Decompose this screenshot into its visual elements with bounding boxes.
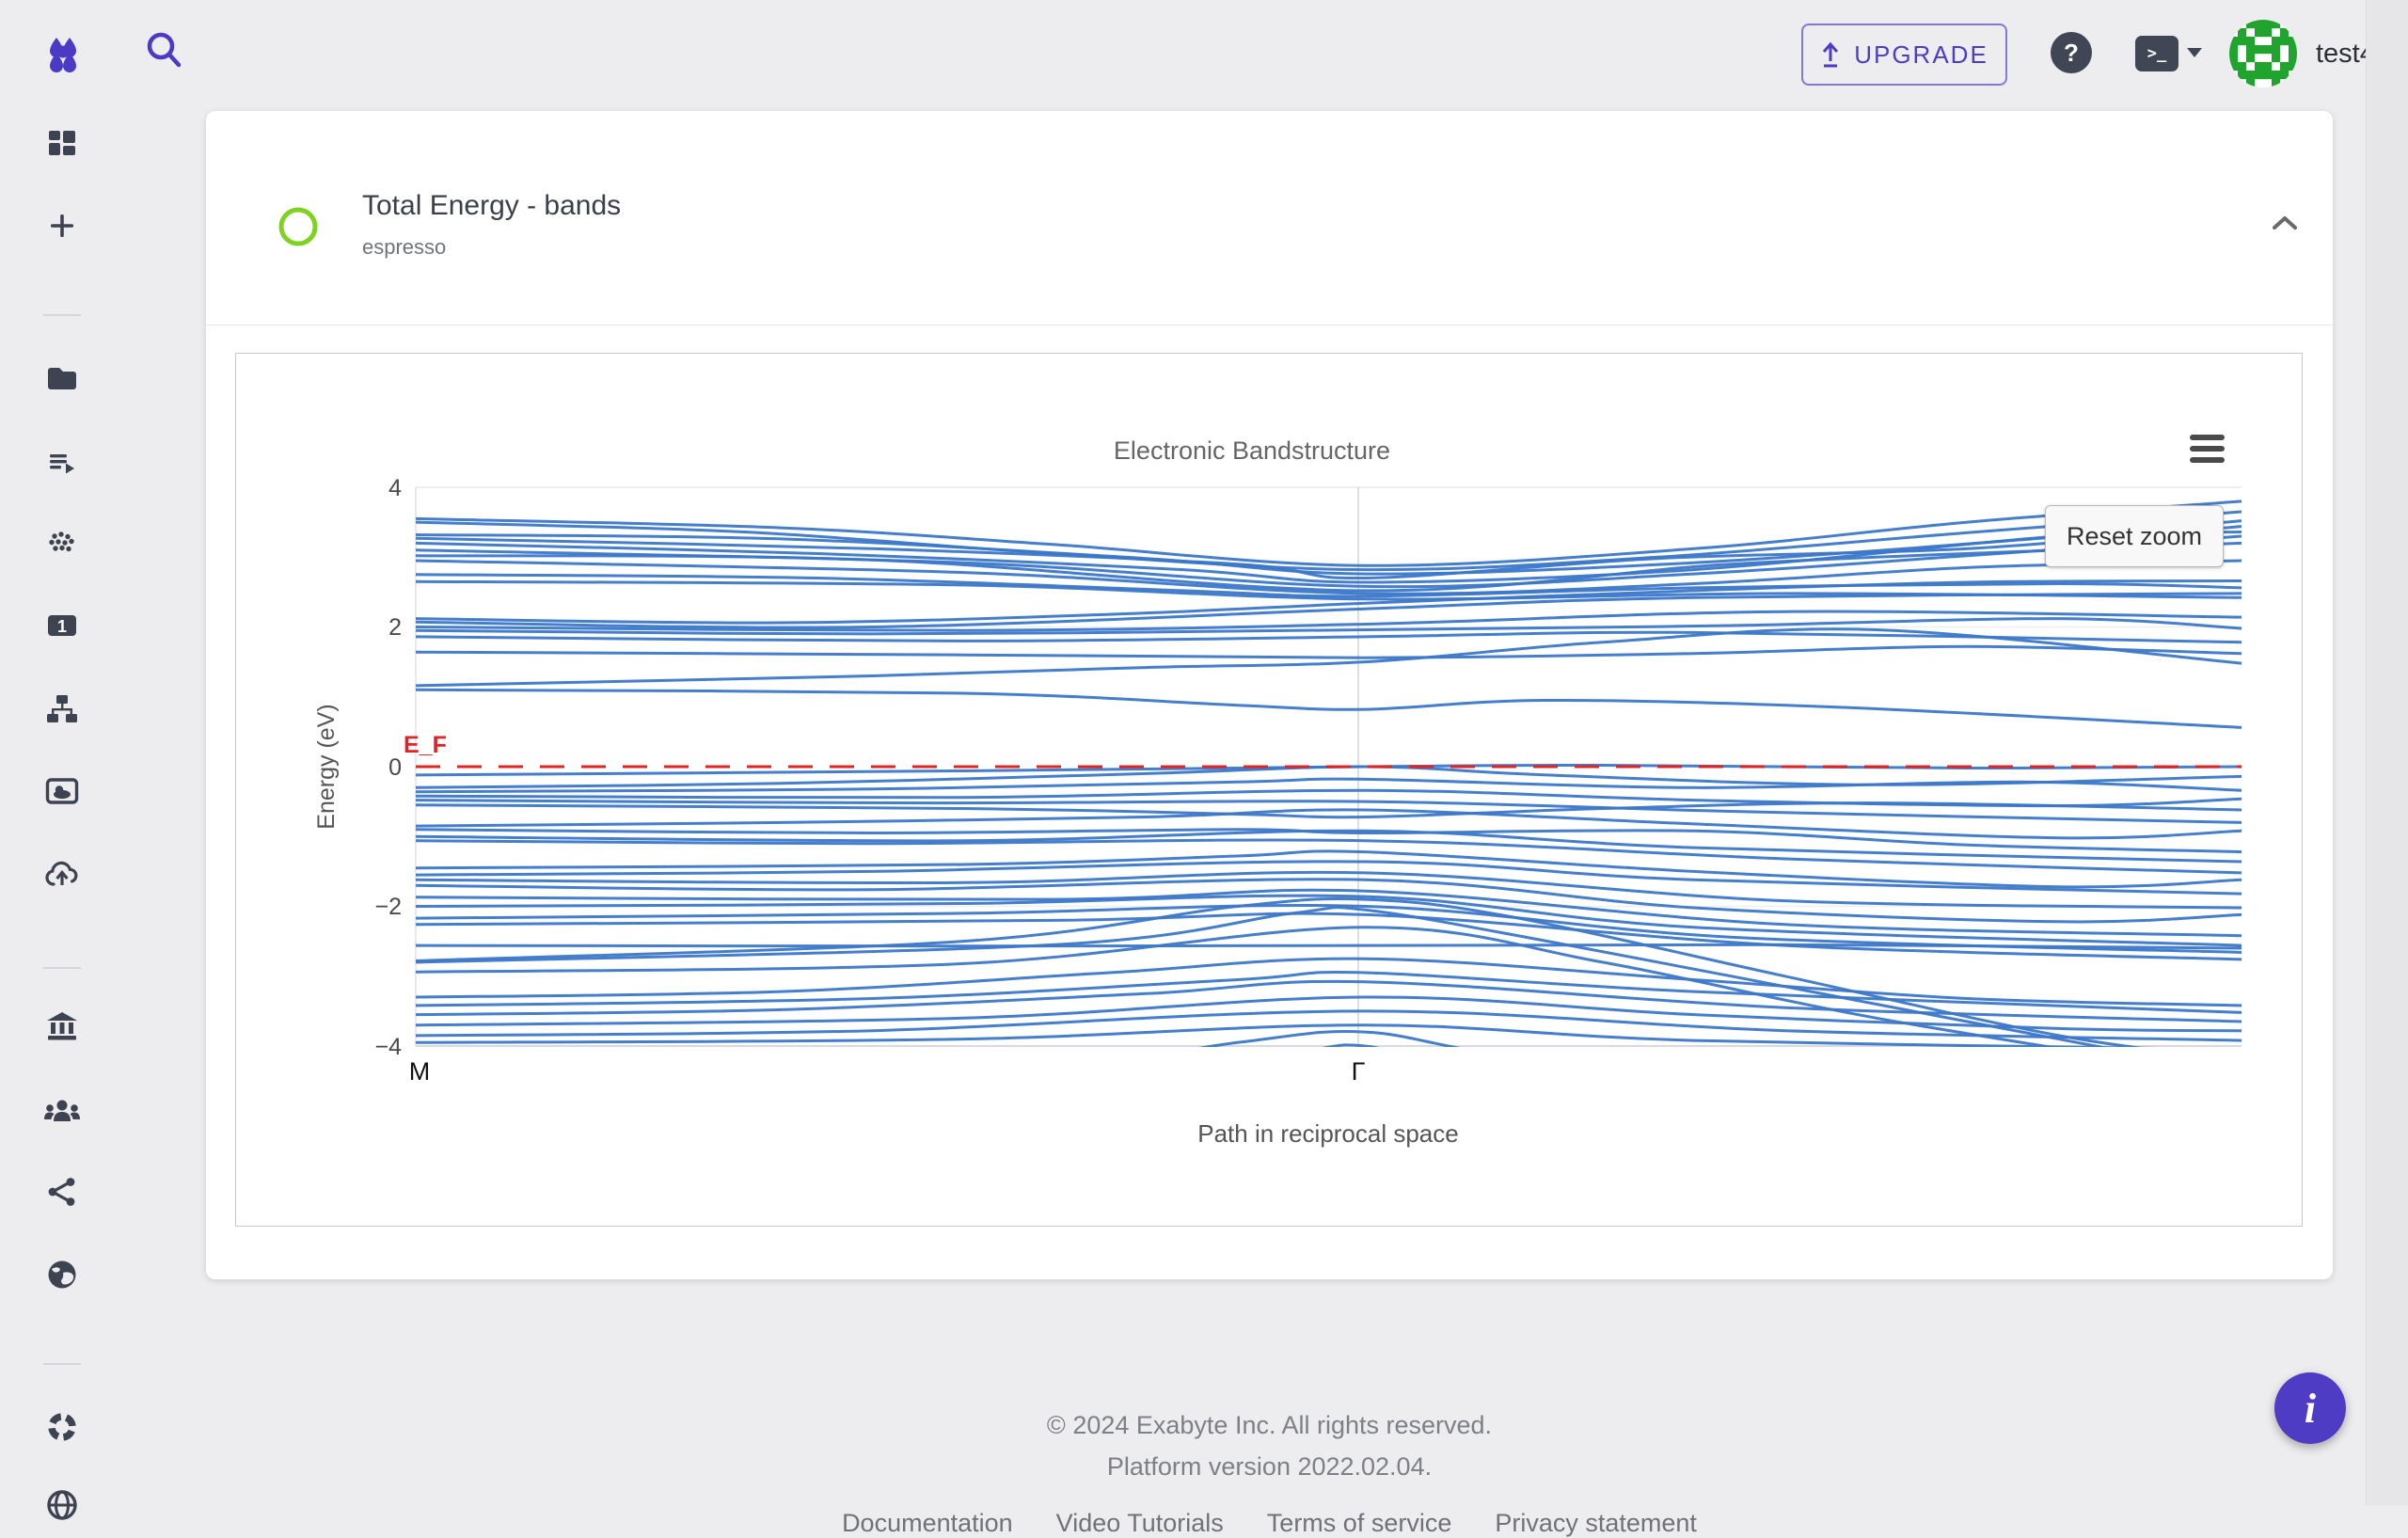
search-icon [147,32,182,68]
chevron-up-icon [2273,216,2297,230]
sidebar-divider [43,314,81,316]
sidebar-item-projects[interactable] [41,357,83,399]
image-icon [45,778,79,804]
sidebar-item-create-new[interactable] [41,205,83,246]
sidebar-item-public[interactable] [41,1254,83,1295]
sidebar-item-designer[interactable] [41,688,83,729]
sidebar-item-materials[interactable] [41,522,83,563]
y-tick-4: 4 [388,475,402,501]
sitemap-icon [47,695,77,722]
avatar[interactable] [2229,20,2297,87]
sidebar-item-language[interactable] [41,1484,83,1526]
sidebar-divider [43,1363,81,1365]
collapse-button[interactable] [2266,209,2304,237]
folder-icon [48,368,76,389]
sidebar-item-jobs[interactable]: 1 [41,605,83,646]
help-button[interactable]: ? [2051,32,2092,73]
badge-count-label: 1 [57,617,67,636]
chart-menu-button[interactable] [2190,435,2225,463]
result-card: Total Energy - bands espresso Electronic… [206,111,2333,1279]
username-label[interactable]: test4 [2316,39,2375,69]
people-icon [44,1100,80,1121]
chart-title: Electronic Bandstructure [1114,436,1390,465]
sidebar-item-dropbox[interactable] [41,855,83,896]
sidebar-divider [43,967,81,969]
reset-zoom-button[interactable]: Reset zoom [2045,505,2224,567]
card-subtitle: espresso [362,235,447,259]
x-tick-gamma: Γ [1352,1057,1366,1086]
chevron-down-icon[interactable] [2187,48,2202,57]
globe-icon [48,1261,76,1289]
info-fab-button[interactable]: i [2274,1372,2346,1444]
search-button[interactable] [143,28,184,71]
info-icon: i [2304,1385,2317,1432]
sidebar-item-team[interactable] [41,1090,83,1132]
y-tick-2: 2 [388,614,402,641]
card-title: Total Energy - bands [362,190,622,221]
hamburger-icon [2190,435,2225,440]
atoms-dots-icon [49,531,74,552]
bandstructure-chart[interactable]: Electronic Bandstructure 4 2 0 −2 −4 Ene… [236,354,2302,1226]
band-lines [416,499,2242,1047]
footer-links: Documentation Video Tutorials Terms of s… [206,1509,2333,1538]
sidebar-item-support[interactable] [41,1406,83,1448]
chart-panel: Electronic Bandstructure 4 2 0 −2 −4 Ene… [235,353,2303,1227]
fermi-level-label: E_F [404,732,447,758]
cloud-upload-icon [45,861,78,886]
identicon-avatar-image [2229,20,2297,87]
sidebar-item-dashboard[interactable] [41,122,83,164]
count-badge-icon: 1 [48,615,76,636]
sidebar-item-workflows[interactable] [41,442,83,484]
playlist-play-icon [50,454,74,474]
upgrade-button[interactable]: UPGRADE [1801,24,2007,86]
share-icon [48,1178,75,1206]
sidebar-item-media[interactable] [41,770,83,812]
question-icon: ? [2064,38,2079,67]
x-axis-title: Path in reciprocal space [1197,1119,1458,1148]
y-axis-title: Energy (eV) [313,704,340,829]
link-video-tutorials[interactable]: Video Tutorials [1055,1509,1224,1537]
platform-version-text: Platform version 2022.02.04. [1106,1452,1433,1481]
sidebar-item-organization[interactable] [41,1006,83,1047]
x-tick-M: M [409,1057,431,1086]
upgrade-label: UPGRADE [1854,40,1988,69]
app-logo[interactable] [41,30,85,73]
status-success-icon [278,207,318,246]
dashboard-icon [49,131,75,155]
mat3ra-logo-icon [50,38,76,72]
plus-icon [51,214,73,237]
link-documentation[interactable]: Documentation [842,1509,1013,1537]
scrollbar-track[interactable] [2366,0,2408,1505]
terminal-icon: >_ [2147,44,2167,63]
footer: © 2024 Exabyte Inc. All rights reserved.… [206,1409,2333,1538]
y-tick-0: 0 [388,754,402,781]
y-tick-neg4: −4 [374,1034,402,1060]
upload-arrow-icon [1823,41,1839,68]
bank-icon [47,1012,77,1040]
console-button[interactable]: >_ [2135,36,2178,71]
web-icon [47,1490,77,1520]
link-privacy-statement[interactable]: Privacy statement [1495,1509,1697,1537]
sidebar-item-share[interactable] [41,1171,83,1213]
link-terms-of-service[interactable]: Terms of service [1266,1509,1452,1537]
lifering-icon [48,1413,76,1441]
y-tick-neg2: −2 [374,894,402,920]
copyright-text: © 2024 Exabyte Inc. All rights reserved. [1046,1411,1493,1439]
